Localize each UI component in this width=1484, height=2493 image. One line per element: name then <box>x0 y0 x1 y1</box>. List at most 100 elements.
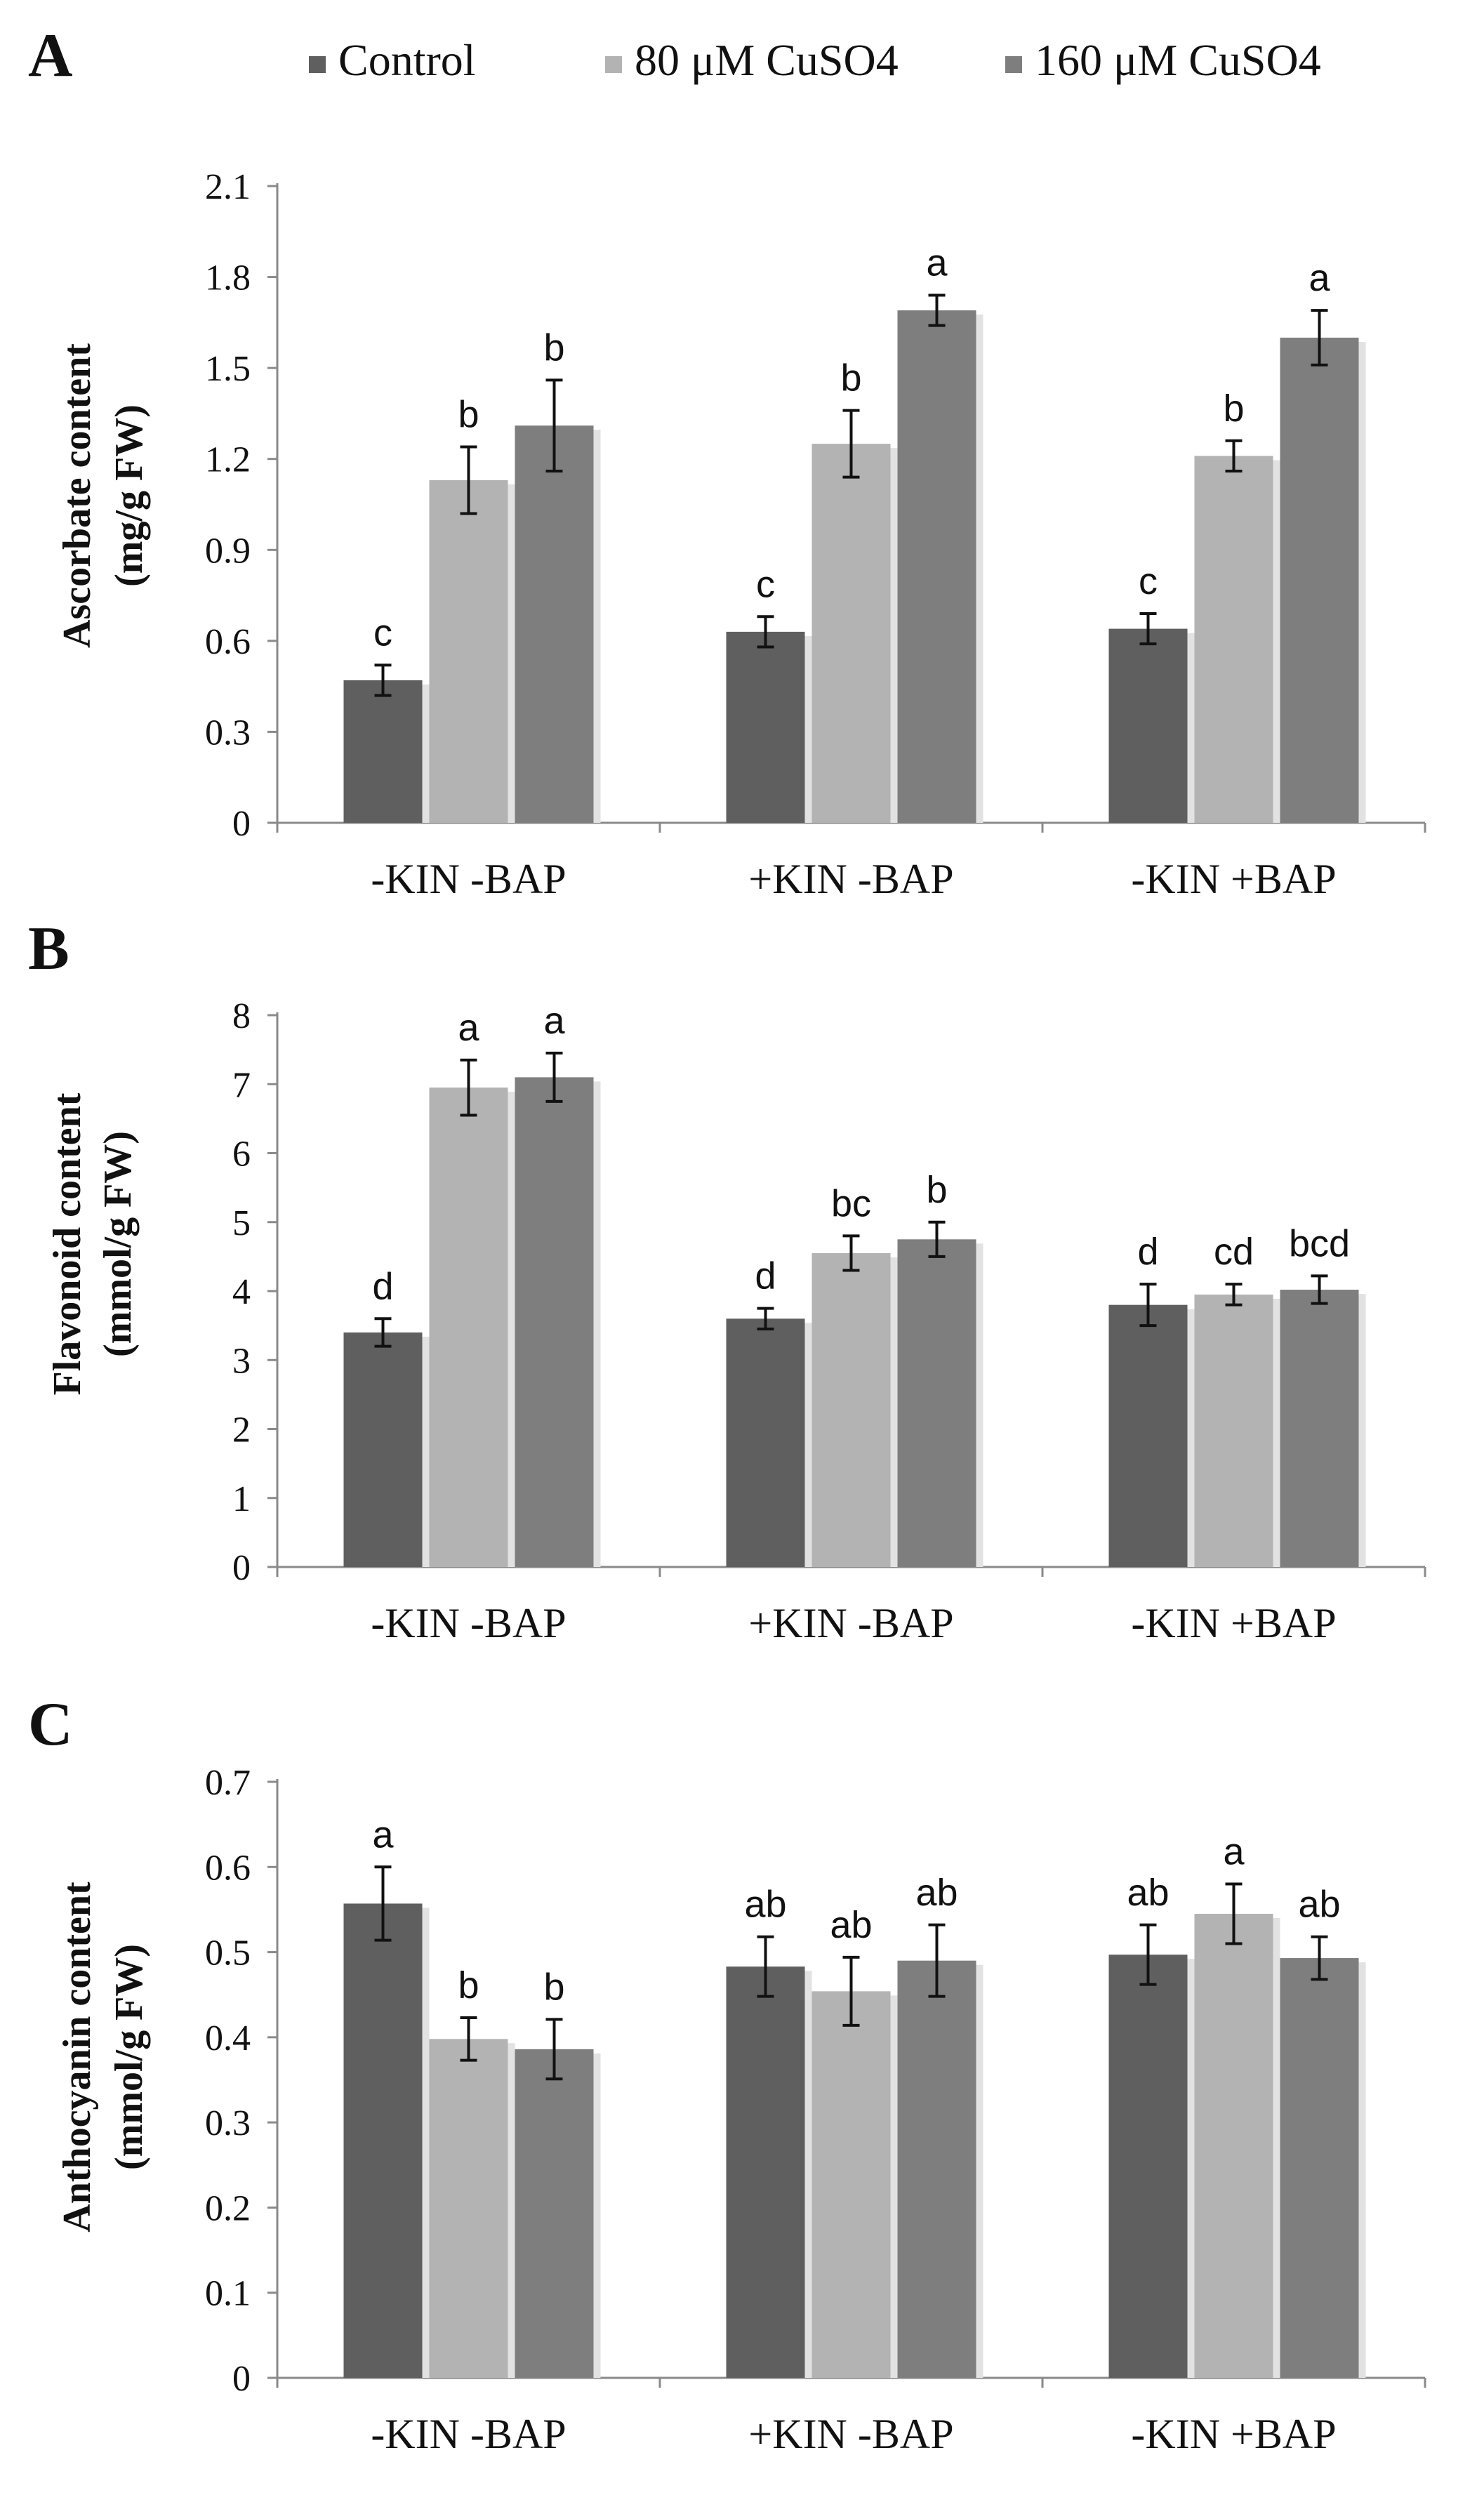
panel-a-significance-letter: b <box>543 326 564 369</box>
panel-a-significance-letter: b <box>840 357 861 399</box>
panel-c-ytick-label: 0.2 <box>205 2188 251 2228</box>
panel-c-ylabel-line1: Anthocyanin content <box>55 1882 99 2233</box>
panel-a-category-label: -KIN -BAP <box>371 856 566 902</box>
panel-b-ylabel-line2: (mmol/g FW) <box>96 1131 140 1357</box>
panel-a-ytick-label: 0.3 <box>205 713 251 753</box>
panel-a-bar <box>897 310 976 824</box>
panel-c-bar <box>726 1966 805 2378</box>
panel-b-significance-letter: a <box>543 1000 565 1042</box>
panel-b-significance-letter: bcd <box>1289 1222 1350 1264</box>
panel-b-ytick-label: 6 <box>232 1135 251 1175</box>
legend-label-160um: 160 μM CuSO4 <box>1035 35 1321 85</box>
panel-a-significance-letter: c <box>1139 560 1158 602</box>
panel-b-significance-letter: d <box>1137 1231 1158 1273</box>
panel-b-ytick-label: 2 <box>232 1410 251 1450</box>
panel-c-bar <box>429 2039 508 2378</box>
legend-swatch-160um <box>1005 56 1022 73</box>
legend-label-control: Control <box>338 35 476 85</box>
panel-a-bar <box>515 425 594 823</box>
panel-c-bar <box>1194 1913 1273 2378</box>
panel-a-ylabel-line2: (mg/g FW) <box>107 404 151 587</box>
panel-c-significance-letter: a <box>372 1813 394 1856</box>
panel-b-significance-letter: b <box>926 1169 947 1211</box>
panel-b-bar <box>811 1252 891 1567</box>
panel-b-ytick-label: 0 <box>232 1548 251 1588</box>
panel-c-ytick-label: 0 <box>232 2359 251 2399</box>
panel-c-ytick-label: 0.3 <box>205 2103 251 2143</box>
panel-b-ytick-label: 1 <box>232 1479 251 1519</box>
panel-b-letter: B <box>28 915 69 983</box>
panel-a-category-label: -KIN +BAP <box>1131 856 1336 902</box>
panel-b-bar <box>897 1239 976 1567</box>
panel-c-bar <box>343 1903 423 2378</box>
panel-a-category-label: +KIN -BAP <box>748 856 953 902</box>
panel-a-bar <box>1194 456 1273 823</box>
panel-a-ytick-label: 2.1 <box>205 167 251 207</box>
panel-a-bar <box>1108 628 1188 823</box>
panel-a-ytick-label: 1.8 <box>205 258 251 298</box>
panel-b-significance-letter: d <box>372 1265 393 1307</box>
panel-c-significance-letter: ab <box>1298 1884 1340 1926</box>
panel-b-bar <box>343 1332 423 1567</box>
panel-b-bar <box>1194 1294 1273 1567</box>
panel-a-bar <box>343 680 423 823</box>
panel-c-category-label: +KIN -BAP <box>748 2411 953 2457</box>
panel-a-ytick-label: 1.5 <box>205 349 251 389</box>
panel-a-significance-letter: a <box>1309 257 1330 299</box>
panel-c-bar <box>811 1991 891 2378</box>
legend-swatch-control <box>309 56 326 73</box>
panel-a-bar <box>726 631 805 823</box>
panel-c-bar <box>1280 1958 1359 2378</box>
panel-b-significance-letter: a <box>458 1007 479 1049</box>
panel-c-bar <box>897 1960 976 2378</box>
panel-c-category-label: -KIN -BAP <box>371 2411 566 2457</box>
panel-c-ytick-label: 0.4 <box>205 2018 251 2058</box>
panel-a-ylabel-line1: Ascorbate content <box>55 343 99 648</box>
panel-b-category-label: +KIN -BAP <box>748 1600 953 1646</box>
panel-b-bar <box>1280 1290 1359 1567</box>
panel-b-chart: B Flavonoid content (mmol/g FW) d d d a bc cd… <box>28 915 1426 1646</box>
panel-c-significance-letter: ab <box>830 1904 872 1946</box>
panel-a-significance-letter: a <box>926 242 948 284</box>
panel-a-letter: A <box>28 22 73 90</box>
panel-c-ytick-label: 0.7 <box>205 1763 251 1803</box>
panel-b-bar <box>429 1087 508 1567</box>
panel-b-significance-letter: bc <box>831 1182 871 1224</box>
panel-c-chart: C Anthocyanin content (mmol/g FW) a ab ab b… <box>28 1691 1426 2457</box>
panel-b-category-label: -KIN -BAP <box>371 1600 566 1646</box>
panel-a-significance-letter: c <box>373 611 392 654</box>
legend-swatch-80um <box>605 56 622 73</box>
panel-c-bar <box>515 2049 594 2378</box>
panel-c-significance-letter: ab <box>1127 1872 1169 1914</box>
panel-a-significance-letter: b <box>458 393 479 435</box>
panel-a-significance-letter: b <box>1223 388 1244 430</box>
panel-b-ylabel-line1: Flavonoid content <box>46 1092 89 1395</box>
panel-b-significance-letter: d <box>755 1255 776 1297</box>
panel-a-bar <box>811 444 891 823</box>
panel-c-significance-letter: ab <box>915 1872 958 1914</box>
panel-b-ytick-label: 5 <box>232 1203 251 1243</box>
legend: Control 80 μM CuSO4 160 μM CuSO4 <box>309 35 1321 85</box>
panel-b-ytick-label: 3 <box>232 1341 251 1381</box>
panel-b-bar <box>726 1318 805 1567</box>
panel-c-bar <box>1108 1955 1188 2378</box>
panel-a-ytick-label: 0.9 <box>205 531 251 571</box>
panel-c-letter: C <box>28 1691 73 1759</box>
panel-c-ylabel-line2: (mmol/g FW) <box>107 1944 151 2170</box>
panel-c-ytick-label: 0.6 <box>205 1848 251 1888</box>
panel-b-ytick-label: 8 <box>232 996 251 1036</box>
panel-c-ytick-label: 0.5 <box>205 1933 251 1973</box>
panel-c-ytick-label: 0.1 <box>205 2274 251 2314</box>
panel-c-significance-letter: ab <box>744 1884 786 1926</box>
panel-b-significance-letter: cd <box>1214 1231 1254 1273</box>
panel-c-significance-letter: b <box>543 1966 564 2008</box>
panel-b-category-label: -KIN +BAP <box>1131 1600 1336 1646</box>
panel-a-ytick-label: 0 <box>232 804 251 844</box>
panel-c-category-label: -KIN +BAP <box>1131 2411 1336 2457</box>
panel-b-ytick-label: 4 <box>232 1272 251 1312</box>
panel-b-bar <box>1108 1304 1188 1567</box>
panel-a-ytick-label: 1.2 <box>205 440 251 480</box>
panel-b-ytick-label: 7 <box>232 1065 251 1105</box>
